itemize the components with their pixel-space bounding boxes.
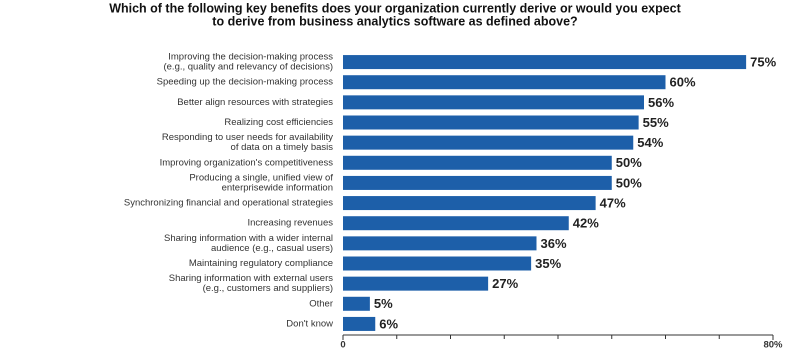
category-label: Realizing cost efficiencies (224, 117, 333, 128)
category-label: Improving the decision-making process (168, 52, 333, 63)
category-label: Maintaining regulatory compliance (189, 258, 333, 269)
category-label: (e.g., customers and suppliers) (203, 283, 333, 294)
value-label: 50% (616, 175, 642, 190)
category-label: audience (e.g., casual users) (211, 243, 333, 254)
category-label: Producing a single, unified view of (189, 172, 333, 183)
value-label: 42% (573, 216, 599, 231)
bar (343, 216, 569, 231)
chart-title: to derive from business analytics softwa… (212, 14, 577, 28)
bar (343, 155, 612, 170)
value-label: 75% (750, 55, 776, 70)
value-label: 5% (374, 296, 393, 311)
bar (343, 175, 612, 190)
value-label: 27% (492, 276, 518, 291)
bar (343, 316, 376, 331)
bar (343, 75, 666, 90)
category-label: Responding to user needs for availabilit… (162, 132, 333, 143)
bar (343, 256, 532, 271)
bar (343, 95, 644, 110)
bar (343, 196, 596, 211)
category-label: Synchronizing financial and operational … (124, 198, 333, 209)
value-label: 56% (648, 95, 674, 110)
category-label: Speeding up the decision-making process (157, 77, 334, 88)
category-label: Other (309, 298, 333, 309)
category-label: Increasing revenues (247, 218, 333, 229)
x-tick-label: 0 (340, 340, 345, 351)
x-tick-label: 80% (763, 340, 783, 351)
value-label: 6% (379, 316, 398, 331)
value-label: 55% (643, 115, 669, 130)
category-label: Improving organization's competitiveness (160, 157, 334, 168)
chart-title: Which of the following key benefits does… (109, 1, 681, 15)
category-label: Sharing information with a wider interna… (164, 233, 333, 244)
category-label: Better align resources with strategies (177, 97, 333, 108)
category-label: of data on a timely basis (231, 142, 334, 153)
bar (343, 115, 639, 130)
value-label: 60% (670, 75, 696, 90)
value-label: 54% (637, 135, 663, 150)
category-label: Sharing information with external users (169, 273, 333, 284)
value-label: 36% (541, 236, 567, 251)
value-label: 47% (600, 196, 626, 211)
bar (343, 135, 634, 150)
category-label: Don't know (286, 318, 333, 329)
bar (343, 55, 747, 70)
value-label: 35% (535, 256, 561, 271)
bar (343, 276, 489, 291)
category-label: (e.g., quality and relevancy of decision… (163, 62, 333, 73)
bar (343, 236, 537, 251)
category-label: enterprisewide information (222, 182, 333, 193)
value-label: 50% (616, 155, 642, 170)
bar (343, 296, 370, 311)
